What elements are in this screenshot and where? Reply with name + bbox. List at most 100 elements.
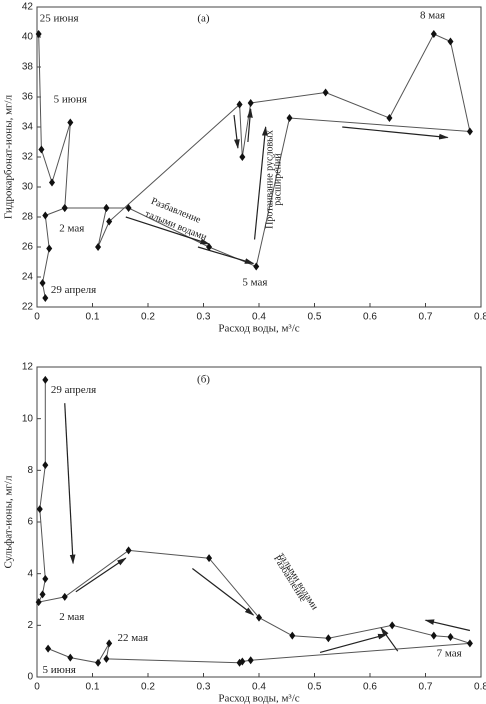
point-marker — [386, 114, 393, 122]
point-marker — [256, 613, 262, 622]
point-marker — [206, 554, 213, 563]
annotation: расширений — [273, 153, 284, 206]
y-tick-label: 12 — [22, 362, 34, 373]
point-marker — [106, 217, 113, 226]
arrow — [125, 216, 210, 245]
x-tick-label: 0.6 — [363, 312, 377, 323]
annotation: талыми водами — [276, 551, 320, 613]
annotation: 25 июня — [40, 13, 79, 25]
y-tick-label: 38 — [22, 62, 34, 73]
point-marker — [36, 505, 43, 514]
y-axis-label: Гидрокарбонат-ионы, мг/л — [3, 94, 15, 219]
x-axis-label: Расход воды, м³/с — [218, 323, 299, 335]
annotation: Протаивание русловых — [264, 130, 275, 229]
point-marker — [38, 145, 45, 154]
x-tick-label: 0.6 — [363, 682, 377, 693]
point-marker — [389, 621, 396, 630]
point-marker — [35, 30, 42, 38]
y-tick-label: 4 — [27, 568, 33, 579]
x-tick-label: 0.7 — [419, 682, 433, 693]
point-marker — [125, 204, 132, 212]
point-marker — [39, 590, 46, 599]
point-marker — [42, 461, 49, 470]
y-tick-label: 24 — [22, 272, 34, 283]
annotation: 22 мая — [117, 632, 148, 644]
x-tick-label: 0.8 — [474, 682, 486, 693]
point-marker — [430, 30, 437, 38]
y-tick-label: 26 — [22, 242, 34, 253]
point-marker — [286, 114, 293, 122]
point-marker — [236, 100, 243, 109]
plot-frame — [36, 6, 482, 308]
arrow — [233, 114, 240, 149]
point-marker — [39, 279, 46, 287]
arrow — [253, 126, 268, 240]
x-axis-label: Расход воды, м³/с — [218, 693, 299, 704]
point-marker — [95, 243, 102, 251]
point-marker — [466, 639, 473, 648]
point-marker — [103, 654, 110, 663]
x-tick-label: 0 — [34, 682, 40, 693]
annotation: 29 апреля — [51, 284, 96, 296]
x-tick-label: 0.2 — [141, 682, 155, 693]
point-marker — [289, 631, 296, 640]
annotation: 5 мая — [242, 277, 267, 289]
annotation: 2 мая — [59, 223, 84, 235]
x-tick-label: 0.5 — [308, 682, 322, 693]
x-tick-label: 0.4 — [252, 682, 266, 693]
point-marker — [253, 262, 260, 271]
x-tick-label: 0.5 — [308, 312, 322, 323]
arrow — [197, 246, 255, 265]
point-marker — [247, 656, 254, 665]
point-marker — [35, 598, 42, 607]
annotation: 5 июня — [43, 664, 76, 676]
x-tick-label: 0.4 — [252, 312, 266, 323]
arrow — [64, 403, 76, 565]
x-tick-label: 0.1 — [86, 312, 100, 323]
point-marker — [42, 574, 49, 583]
y-tick-label: 42 — [22, 2, 34, 13]
y-axis-label: Сульфат-ионы, мг/л — [3, 475, 15, 568]
point-marker — [61, 204, 68, 212]
point-marker — [206, 243, 213, 251]
point-marker — [42, 211, 49, 220]
arrow — [424, 619, 471, 632]
point-marker — [106, 639, 113, 648]
panel-title: (а) — [197, 13, 210, 25]
y-tick-label: 30 — [22, 182, 34, 193]
y-tick-label: 8 — [27, 465, 33, 476]
point-marker — [247, 99, 254, 107]
arrow — [380, 627, 399, 652]
point-marker — [103, 204, 110, 212]
arrow — [192, 568, 255, 616]
y-tick-label: 22 — [22, 302, 34, 313]
y-tick-label: 34 — [22, 122, 34, 133]
data-line — [37, 379, 471, 664]
data-line — [38, 33, 471, 299]
x-tick-label: 0.7 — [419, 312, 433, 323]
y-tick-label: 2 — [27, 620, 33, 631]
panel-title: (б) — [197, 373, 210, 385]
y-tick-label: 6 — [27, 517, 33, 528]
annotation: 5 июня — [54, 94, 87, 106]
x-tick-label: 0.1 — [86, 682, 100, 693]
point-marker — [45, 644, 52, 653]
point-marker — [325, 634, 332, 643]
point-marker — [239, 153, 246, 161]
y-tick-label: 40 — [22, 32, 34, 43]
point-marker — [430, 631, 437, 640]
arrow — [247, 108, 253, 143]
arrow — [319, 633, 388, 654]
point-marker — [67, 653, 74, 662]
annotation: 2 мая — [59, 611, 84, 623]
point-marker — [236, 658, 243, 667]
x-tick-label: 0.8 — [474, 312, 486, 323]
point-marker — [61, 592, 68, 601]
point-marker — [447, 632, 454, 641]
point-marker — [48, 178, 55, 187]
y-tick-label: 32 — [22, 152, 34, 163]
x-tick-label: 0 — [34, 312, 40, 323]
point-marker — [67, 118, 74, 127]
annotation: 7 мая — [437, 647, 462, 659]
